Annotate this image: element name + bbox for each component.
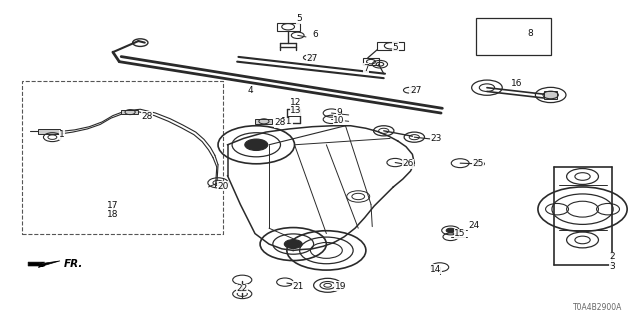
- Text: 1: 1: [59, 130, 65, 139]
- Text: 27: 27: [307, 54, 318, 63]
- Text: FR.: FR.: [64, 259, 83, 269]
- Polygon shape: [255, 119, 272, 124]
- Text: 15: 15: [454, 229, 466, 238]
- Text: 8: 8: [527, 28, 533, 38]
- Text: T0A4B2900A: T0A4B2900A: [573, 303, 623, 312]
- Text: 22: 22: [237, 284, 248, 293]
- Text: 5: 5: [297, 14, 303, 23]
- Bar: [22, 81, 223, 234]
- Polygon shape: [121, 110, 138, 114]
- Polygon shape: [544, 91, 557, 99]
- Text: 6: 6: [312, 30, 318, 39]
- Text: 7: 7: [363, 63, 369, 73]
- Text: 10: 10: [333, 116, 345, 125]
- Text: 3: 3: [609, 262, 615, 271]
- Text: 28: 28: [141, 112, 152, 121]
- Text: 13: 13: [290, 106, 301, 115]
- Text: 28: 28: [275, 118, 286, 127]
- Text: 11: 11: [281, 117, 292, 126]
- Text: 24: 24: [468, 221, 480, 230]
- Text: 27: 27: [410, 86, 421, 95]
- Text: 23: 23: [430, 134, 442, 143]
- Text: 26: 26: [403, 159, 413, 168]
- Text: 19: 19: [335, 282, 346, 291]
- Text: 18: 18: [107, 210, 118, 219]
- Text: 16: 16: [511, 79, 522, 88]
- Text: 20: 20: [218, 181, 229, 190]
- Text: 17: 17: [107, 202, 118, 211]
- Bar: [476, 18, 551, 55]
- Circle shape: [446, 228, 455, 233]
- Text: 2: 2: [609, 252, 614, 261]
- Text: 12: 12: [290, 99, 301, 108]
- Polygon shape: [28, 261, 60, 267]
- Text: 25: 25: [472, 159, 484, 168]
- Text: 4: 4: [247, 86, 253, 95]
- Circle shape: [284, 240, 302, 249]
- Circle shape: [245, 139, 268, 150]
- Text: 5: 5: [392, 43, 398, 52]
- Text: 14: 14: [430, 265, 442, 274]
- Text: 9: 9: [336, 108, 342, 117]
- Text: 21: 21: [292, 282, 303, 291]
- Polygon shape: [38, 129, 60, 134]
